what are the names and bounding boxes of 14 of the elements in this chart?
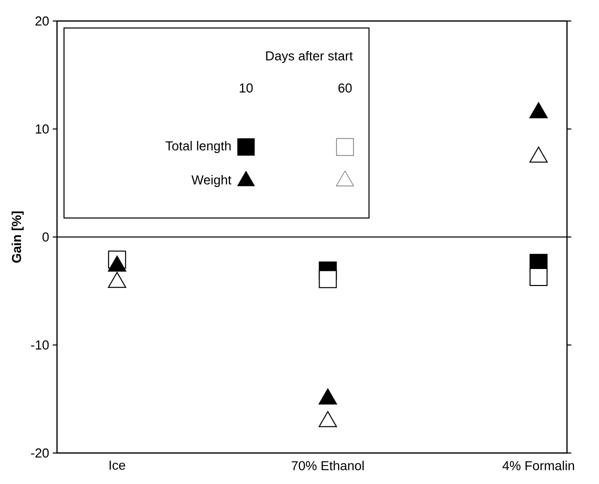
y-axis-title: Gain [%] [12, 211, 24, 263]
y-tick-label: -20 [31, 448, 49, 458]
legend-label: Total length [166, 140, 231, 154]
annotation: 10 [240, 83, 253, 93]
legend-title: Days after start [266, 50, 353, 64]
y-tick-label: -10 [31, 340, 49, 350]
y-tick-label: 10 [36, 124, 49, 134]
x-tick-label: 70% Ethanol [292, 460, 364, 470]
annotation: 60 [338, 83, 352, 93]
x-tick-label: 4% Formalin [502, 460, 574, 470]
y-tick-label: 0 [42, 232, 49, 242]
legend-label: Weight [191, 174, 232, 188]
y-tick-label: 20 [35, 16, 49, 26]
x-tick-label: Ice [110, 460, 126, 470]
